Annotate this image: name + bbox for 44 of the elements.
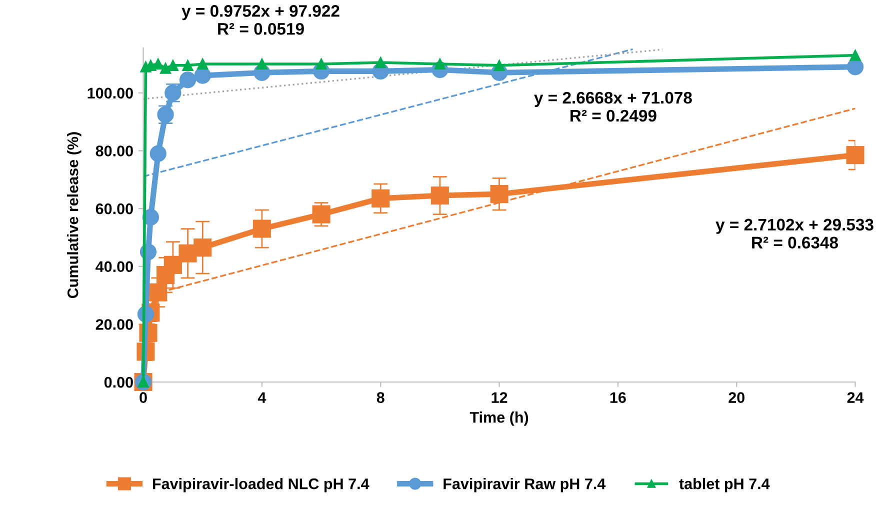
point — [494, 60, 505, 71]
x-tick-label: 8 — [376, 392, 384, 403]
y-tick-label: 20.00 — [96, 319, 133, 330]
annotation: y = 2.7102x + 29.533 R² = 0.6348 — [716, 218, 874, 249]
point — [490, 185, 508, 204]
point — [252, 220, 271, 238]
y-tick-label: 60.00 — [96, 203, 133, 214]
point — [149, 283, 168, 302]
y-tick-label: 80.00 — [96, 146, 133, 156]
point — [178, 244, 197, 262]
point — [846, 58, 864, 76]
point — [430, 186, 449, 205]
point — [850, 50, 861, 61]
y-tick-label: 0.00 — [104, 376, 133, 388]
x-tick-label: 4 — [258, 392, 266, 403]
x-tick-label: 24 — [847, 392, 864, 403]
x-axis-title: Time (h) — [470, 412, 528, 426]
legend-label: Favipiravir Raw pH 7.4 — [444, 478, 606, 492]
point — [197, 58, 208, 70]
point — [152, 58, 164, 70]
point — [160, 62, 172, 74]
point — [150, 145, 166, 162]
point — [846, 146, 864, 164]
point — [194, 238, 212, 257]
y-tick-label: 40.00 — [96, 261, 133, 272]
point — [164, 256, 182, 274]
point — [256, 58, 268, 70]
point — [182, 60, 194, 71]
point — [316, 58, 327, 70]
point — [179, 72, 196, 88]
point — [167, 60, 178, 71]
y-tick-label: 100.00 — [88, 88, 133, 99]
x-tick-label: 16 — [610, 392, 626, 403]
text: y = 0.9752x + 97.922 R² = 0.0519 — [182, 5, 340, 35]
x-tick-label: 0 — [140, 392, 147, 403]
y-axis-title: Cumulative release (%) — [67, 132, 82, 298]
point — [372, 189, 390, 208]
legend-label: tablet pH 7.4 — [679, 478, 770, 492]
legend-label: Favipiravir-loaded NLC pH 7.4 — [152, 478, 370, 492]
x-tick-label: 12 — [492, 392, 508, 403]
x-tick-label: 20 — [728, 392, 744, 403]
point — [312, 205, 330, 224]
point — [375, 56, 386, 68]
annotation: y = 2.6668x + 71.078 R² = 0.2499 — [534, 92, 692, 122]
